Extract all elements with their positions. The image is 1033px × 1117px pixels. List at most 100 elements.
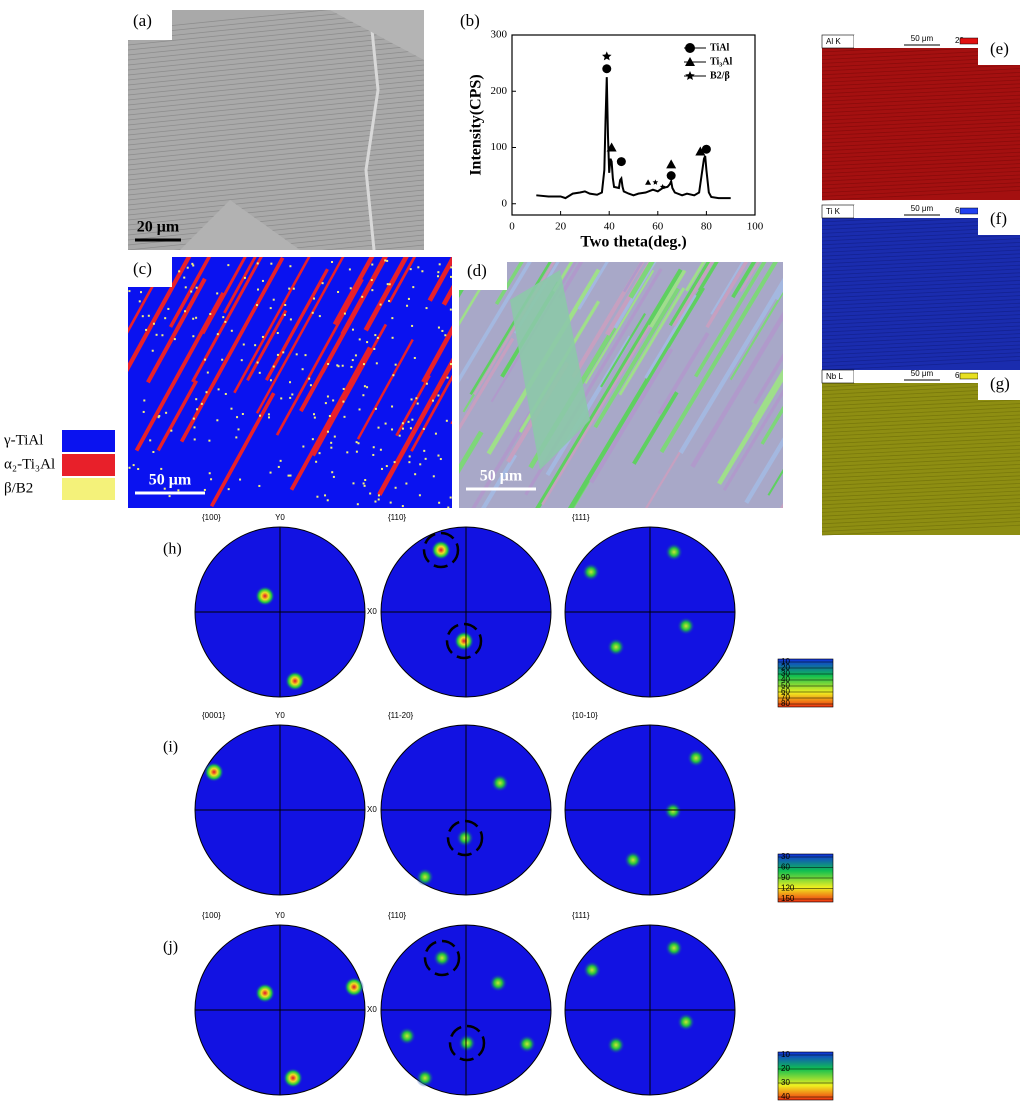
lamella [128,169,424,201]
b2-particle [431,399,434,402]
texture [821,291,1021,303]
grain-lamella [552,262,574,293]
b2-particle [343,312,346,315]
intensity-swatch [959,207,979,215]
marker-star [685,71,695,81]
b2-particle [358,408,361,411]
panel-label: (a) [133,11,152,30]
b2-particle [355,450,358,453]
b2-particle [449,496,452,499]
b2-particle [321,282,324,285]
y0-label: Y0 [275,513,285,522]
lamella [128,139,424,171]
panel-label: (g) [990,374,1010,393]
figure-label: {110} [388,513,406,522]
colorbar-tick-label: 60 [781,863,790,872]
scale-bar-label: 50 μm [480,468,523,485]
alpha2-lamella [128,257,192,373]
b2-particle [346,451,349,454]
texture [821,448,1021,460]
b2-particle [370,279,373,282]
panel-label: (c) [133,259,152,278]
pole-spot [255,983,275,1003]
b2-particle [364,479,367,482]
grain-lamella [577,262,609,310]
x0-label: X0 [367,1005,377,1014]
texture [821,356,1021,367]
y-tick-label: 200 [491,85,508,97]
texture [821,186,1021,197]
b2-particle [224,320,227,323]
b2-particle [327,363,330,366]
b2-particle [411,418,414,421]
b2-particle [304,354,307,357]
x-tick-label: 80 [701,221,713,233]
legend-label: Ti₃Al [710,56,732,67]
b2-particle [259,414,262,417]
scale-max: 6 [955,371,960,380]
b2-particle [437,275,440,278]
b2-particle [221,358,224,361]
texture [821,407,1021,418]
grain-lamella [459,262,532,384]
panel-label: (d) [467,261,487,280]
intensity-swatch [959,37,979,45]
lamella [128,129,424,161]
texture [821,494,1021,506]
b2-particle [243,276,246,279]
figure-label: {111} [572,911,590,920]
grain-lamella [618,287,686,396]
b2-particle [391,317,394,320]
alpha2-lamella [388,257,417,303]
lamella [128,29,424,61]
b2-particle [258,371,261,374]
scale-bar-label: 20 μm [137,219,180,236]
figure-label: {10-10} [572,711,598,720]
texture [821,464,1021,475]
lamella [128,144,424,176]
texture [821,422,1021,433]
alpha2-lamella [356,338,414,440]
texture [821,163,1021,174]
texture [821,272,1021,284]
x-tick-label: 60 [652,221,664,233]
grain-lamella [613,262,657,329]
highlight-ring [422,531,460,569]
b2-particle [366,386,369,389]
b2-particle [372,446,375,449]
b2-particle [204,358,207,361]
texture [821,321,1021,333]
x-tick-label: 100 [747,221,764,233]
texture [821,268,1021,280]
pole-spot [582,563,600,581]
marker-circle [701,144,711,154]
b2-particle [374,500,377,503]
alpha2-lamella [312,323,388,457]
texture [821,91,1021,102]
lamella [128,154,424,186]
marker-circle [602,64,612,74]
b2-particle [170,429,173,432]
b2-particle [324,402,327,405]
b2-particle [342,400,345,403]
b2-particle [235,436,238,439]
b2-particle [343,415,346,418]
b2-particle [222,316,225,319]
grain-lamella [668,262,711,327]
b2-particle [348,268,351,271]
alpha2-lamella [134,291,225,452]
marker-circle [666,171,676,181]
pole-spot [624,851,642,869]
marker-star [652,179,659,185]
texture [821,299,1021,310]
b2-particle [391,405,394,408]
b2-particle [331,471,334,474]
colorbar-tick-label: 80 [781,699,790,708]
highlight-ring [446,819,484,857]
b2-particle [434,432,437,435]
lamella [128,179,424,211]
texture [821,509,1021,521]
texture [821,441,1021,452]
pole-spot [458,1034,476,1052]
b2-particle [377,426,380,429]
